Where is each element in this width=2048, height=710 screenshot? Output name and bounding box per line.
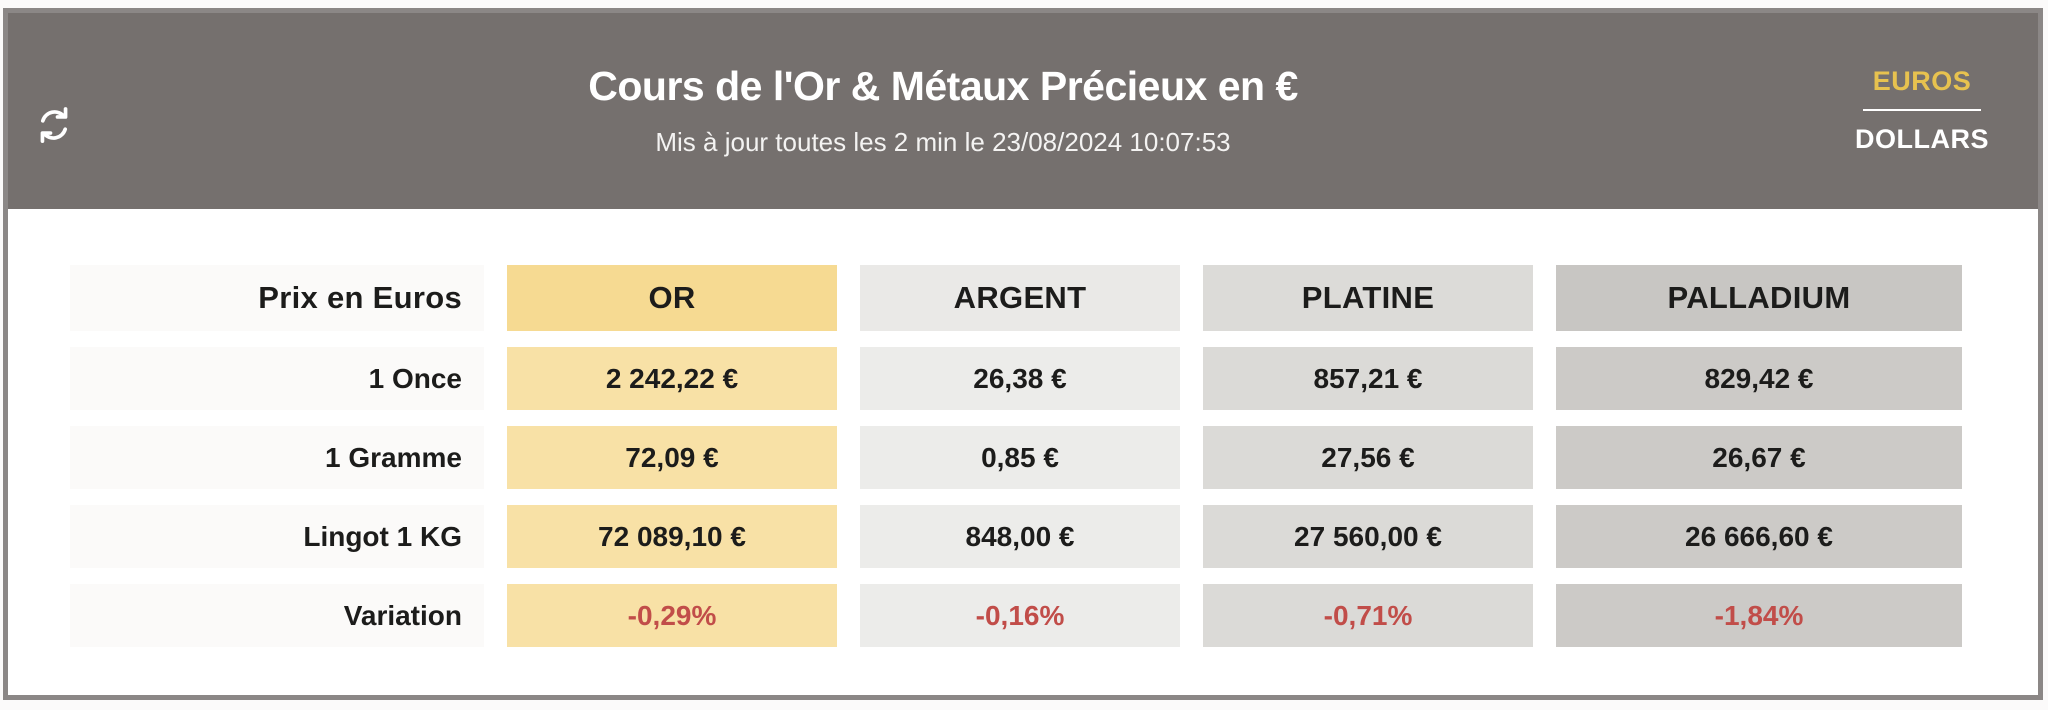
price-cell-argent-once: 26,38 € [860, 347, 1180, 410]
table-corner-label: Prix en Euros [70, 265, 484, 331]
price-cell-platine-gramme: 27,56 € [1203, 426, 1533, 489]
price-cell-argent-lingot: 848,00 € [860, 505, 1180, 568]
row-label-gramme: 1 Gramme [70, 426, 484, 489]
price-cell-or-once: 2 242,22 € [507, 347, 837, 410]
price-cell-or-gramme: 72,09 € [507, 426, 837, 489]
price-cell-platine-lingot: 27 560,00 € [1203, 505, 1533, 568]
row-label-lingot: Lingot 1 KG [70, 505, 484, 568]
row-label-once: 1 Once [70, 347, 484, 410]
currency-toggle-divider [1863, 109, 1981, 111]
price-cell-platine-once: 857,21 € [1203, 347, 1533, 410]
price-table: Prix en Euros OR ARGENT PLATINE PALLADIU… [70, 265, 1962, 647]
column-header-argent: ARGENT [860, 265, 1180, 331]
column-header-or: OR [507, 265, 837, 331]
widget-header: Cours de l'Or & Métaux Précieux en € Mis… [8, 13, 2038, 209]
page-title: Cours de l'Or & Métaux Précieux en € [588, 62, 1298, 109]
row-label-variation: Variation [70, 584, 484, 647]
currency-option-dollars[interactable]: DOLLARS [1855, 124, 1989, 154]
price-cell-argent-gramme: 0,85 € [860, 426, 1180, 489]
refresh-button[interactable] [30, 101, 78, 149]
variation-cell-palladium: -1,84% [1556, 584, 1962, 647]
gold-price-widget: Cours de l'Or & Métaux Précieux en € Mis… [3, 8, 2043, 700]
currency-toggle: EUROS DOLLARS [1855, 66, 1989, 154]
variation-cell-platine: -0,71% [1203, 584, 1533, 647]
variation-cell-or: -0,29% [507, 584, 837, 647]
price-cell-palladium-lingot: 26 666,60 € [1556, 505, 1962, 568]
variation-cell-argent: -0,16% [860, 584, 1180, 647]
column-header-platine: PLATINE [1203, 265, 1533, 331]
currency-option-euros[interactable]: EUROS [1872, 66, 1972, 96]
price-cell-palladium-gramme: 26,67 € [1556, 426, 1962, 489]
price-cell-palladium-once: 829,42 € [1556, 347, 1962, 410]
last-updated-text: Mis à jour toutes les 2 min le 23/08/202… [655, 127, 1231, 158]
price-cell-or-lingot: 72 089,10 € [507, 505, 837, 568]
column-header-palladium: PALLADIUM [1556, 265, 1962, 331]
refresh-icon [33, 104, 75, 146]
